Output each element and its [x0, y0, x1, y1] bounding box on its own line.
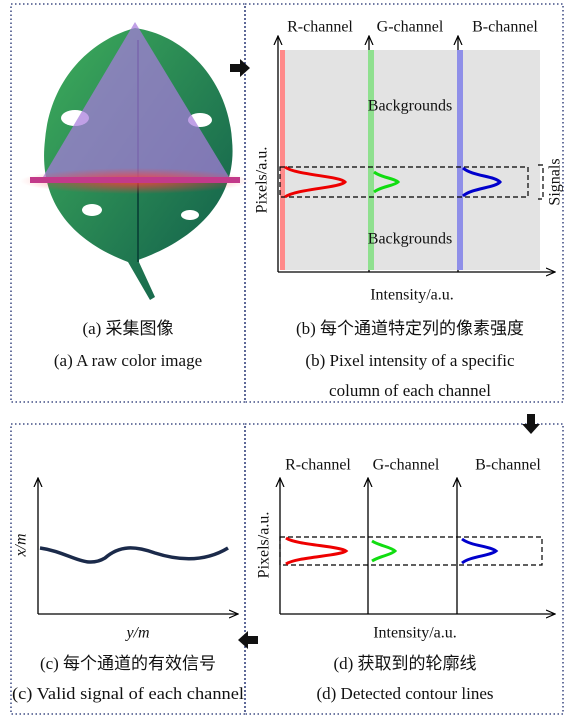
y-axis-label: Pixels/a.u. [256, 512, 273, 579]
channel-label: G-channel [373, 457, 440, 474]
flow-arrow [522, 414, 540, 434]
flow-arrow [238, 631, 258, 649]
leaf-part [30, 177, 240, 183]
caption: (a) 采集图像 [82, 319, 173, 338]
signal-curve [40, 548, 228, 562]
channel-label: G-channel [377, 19, 444, 36]
caption: (c) 每个通道的有效信号 [40, 654, 216, 673]
x-axis-label: Intensity/a.u. [370, 287, 454, 304]
green-contour [372, 541, 395, 561]
figure: (a) 采集图像 (a) A raw color image R-channel… [0, 0, 567, 722]
caption: (a) A raw color image [54, 351, 202, 370]
channel-label: B-channel [475, 457, 541, 474]
channel-label: R-channel [287, 19, 353, 36]
signals-label: Signals [547, 158, 564, 205]
caption: (d) 获取到的轮廓线 [333, 654, 476, 673]
signal-box [280, 537, 542, 565]
channel-label: B-channel [472, 19, 538, 36]
leaf-part [82, 204, 102, 216]
y-axis-label: x/m [13, 533, 30, 557]
caption: (b) Pixel intensity of a specific [305, 351, 515, 370]
noise-band [457, 50, 463, 270]
channel-label: R-channel [285, 457, 351, 474]
noise-band [280, 50, 285, 270]
blue-contour [462, 539, 496, 563]
region-label: Backgrounds [368, 231, 452, 248]
x-axis-label: Intensity/a.u. [373, 625, 457, 642]
caption: column of each channel [329, 381, 491, 400]
region-label: Backgrounds [368, 98, 452, 115]
red-contour [286, 538, 346, 564]
caption: (d) Detected contour lines [316, 684, 493, 703]
x-axis-label: y/m [124, 625, 149, 642]
caption: (b) 每个通道特定列的像素强度 [296, 319, 524, 338]
y-axis-label: Pixels/a.u. [254, 147, 271, 214]
caption: (c) Valid signal of each channel [12, 684, 244, 703]
leaf-image [20, 22, 250, 300]
leaf-part [181, 210, 199, 220]
flow-arrow [230, 59, 250, 77]
